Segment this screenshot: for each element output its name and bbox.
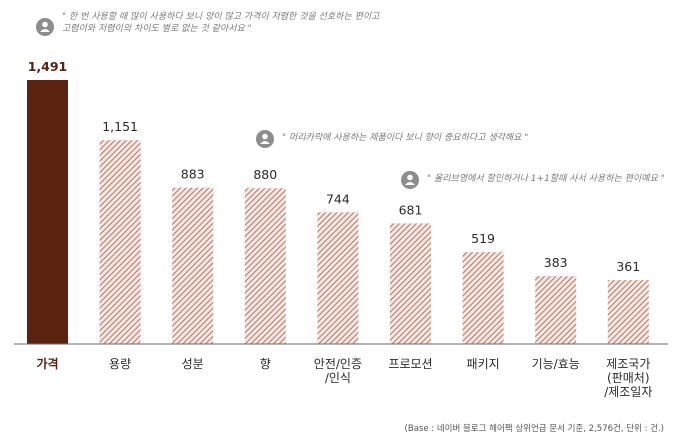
category-label: (판매처) (607, 371, 649, 385)
category-label: 제조국가 (606, 357, 650, 371)
bar (172, 187, 214, 344)
value-label: 361 (616, 259, 640, 274)
annotation-quote: " 한 번 사용할 때 많이 사용하다 보니 양이 많고 가격이 저렴한 것을 … (36, 11, 380, 36)
value-label: 744 (326, 191, 350, 206)
category-label: 기능/효능 (532, 357, 580, 371)
bar (317, 212, 359, 344)
person-pin-icon (36, 18, 54, 36)
footnote: (Base : 네이버 블로그 헤어팩 상위언급 문서 기준, 2,576건, … (405, 423, 664, 434)
category-label: 향 (260, 357, 271, 371)
category-label: /제조일자 (604, 385, 652, 399)
category-label: 프로모션 (388, 357, 432, 371)
bar (27, 80, 68, 344)
category-label: 가격 (36, 356, 58, 371)
value-label: 880 (253, 167, 277, 182)
annotations: " 한 번 사용할 때 많이 사용하다 보니 양이 많고 가격이 저렴한 것을 … (36, 11, 665, 189)
value-label: 883 (181, 167, 205, 182)
bar (535, 276, 577, 344)
category-labels: 가격 용량 성분 향 안전/인증/인식 프로모션 패키지 기능/효능 제조국가(판매처)/제조일… (36, 356, 652, 399)
category-label: 용량 (109, 357, 131, 371)
value-label: 1,491 (28, 59, 68, 74)
person-pin-icon (401, 171, 419, 189)
annotation-quote: " 머리카락에 사용하는 제품이다 보니 향이 중요하다고 생각해요 " (256, 130, 528, 148)
quote-line: " 머리카락에 사용하는 제품이다 보니 향이 중요하다고 생각해요 " (282, 132, 528, 143)
category-label: /인식 (325, 371, 351, 385)
value-label: 681 (399, 202, 423, 217)
category-label: 안전/인증 (314, 357, 362, 371)
bar (462, 252, 504, 344)
bars: 1,491 1,151 883 880 744 681 519 383 361 (27, 59, 649, 344)
quote-line: " 한 번 사용할 때 많이 사용하다 보니 양이 많고 가격이 저렴한 것을 … (62, 11, 380, 22)
bar (607, 280, 649, 344)
category-label: 패키지 (467, 357, 500, 371)
quote-line: 고렴이와 저렴이의 차이도 별로 없는 것 같아서요 " (62, 23, 252, 34)
bar (390, 223, 431, 344)
bar (99, 140, 141, 344)
annotation-quote: " 올리브영에서 할인하거나 1+1할때 사서 사용하는 편이예요 " (401, 171, 665, 189)
value-label: 383 (544, 255, 568, 270)
bar (244, 188, 286, 344)
value-label: 519 (471, 231, 495, 246)
person-pin-icon (256, 130, 274, 148)
quote-line: " 올리브영에서 할인하거나 1+1할때 사서 사용하는 편이예요 " (427, 173, 665, 184)
value-label: 1,151 (102, 119, 138, 134)
category-label: 성분 (182, 357, 204, 371)
